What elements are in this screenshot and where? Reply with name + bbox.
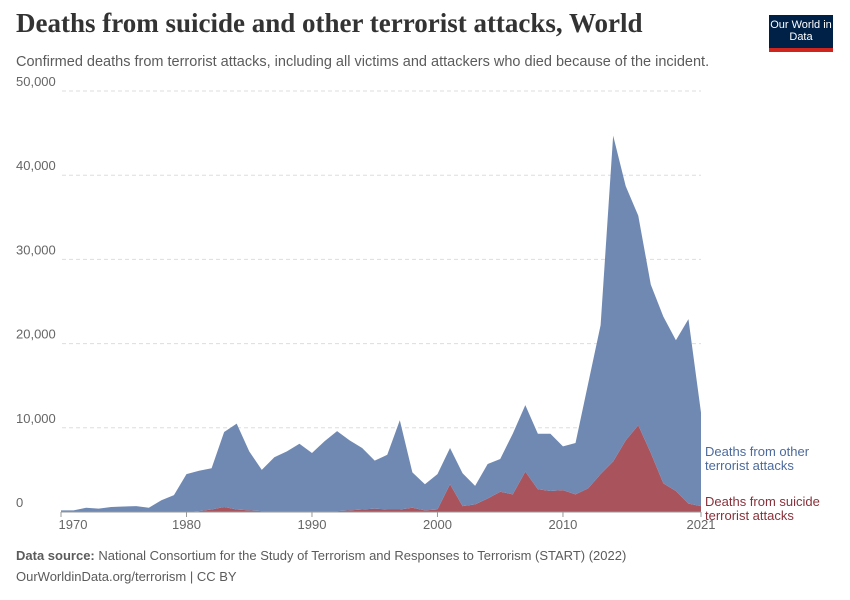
y-tick-label: 30,000 — [16, 242, 56, 257]
y-tick-label: 50,000 — [16, 74, 56, 89]
area — [61, 425, 701, 512]
x-tick-label: 2021 — [687, 517, 716, 532]
chart-subtitle: Confirmed deaths from terrorist attacks,… — [16, 54, 709, 70]
chart-title: Deaths from suicide and other terrorist … — [16, 8, 642, 38]
y-tick-label: 40,000 — [16, 158, 56, 173]
x-tick-label: 2000 — [423, 517, 452, 532]
y-tick-label: 10,000 — [16, 411, 56, 426]
x-tick-label: 2010 — [548, 517, 577, 532]
logo[interactable]: Our World in Data — [769, 15, 833, 52]
area — [61, 135, 701, 512]
source-label: Data source: — [16, 548, 95, 563]
x-tick-label: 1970 — [59, 517, 88, 532]
y-tick-label: 20,000 — [16, 327, 56, 342]
source: Data source: National Consortium for the… — [16, 548, 626, 563]
legend-label: Deaths from other terrorist attacks — [705, 444, 810, 474]
source-text: National Consortium for the Study of Ter… — [98, 548, 626, 563]
footer: OurWorldinData.org/terrorism | CC BY — [16, 569, 237, 584]
x-tick-label: 1990 — [298, 517, 327, 532]
legend-label: Deaths from suicide terrorist attacks — [705, 494, 820, 524]
y-tick-label: 0 — [16, 495, 23, 510]
x-tick-label: 1980 — [172, 517, 201, 532]
